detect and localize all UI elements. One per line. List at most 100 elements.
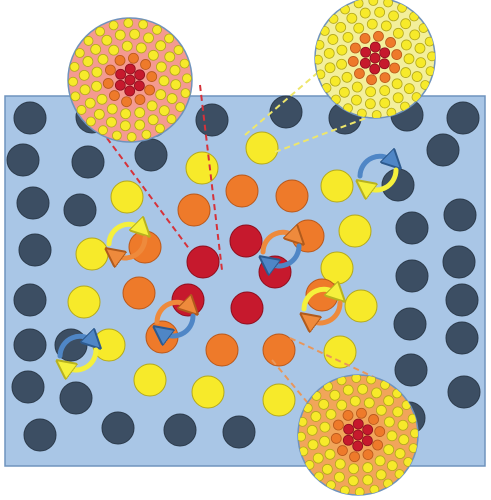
yellow-particle (400, 39, 412, 51)
orange-particle (372, 439, 383, 451)
dark-particle (63, 193, 97, 227)
yellow-particle (344, 289, 378, 323)
orange-particle (337, 445, 348, 456)
yellow-particle (110, 180, 144, 214)
rotation-arrow-pair (263, 232, 299, 266)
yellow-particle (152, 24, 162, 35)
orange-particle (379, 72, 391, 84)
inset-leader-line (289, 337, 381, 381)
yellow-particle (69, 61, 80, 72)
yellow-particle (392, 27, 404, 39)
yellow-particle (84, 97, 96, 109)
yellow-particle (383, 416, 395, 428)
yellow-particle (368, 0, 379, 6)
yellow-particle (120, 108, 132, 120)
yellow-particle (418, 23, 429, 33)
dark-particle (442, 245, 476, 279)
yellow-particle (386, 430, 398, 442)
yellow-particle (319, 435, 330, 447)
orange-particle (146, 71, 158, 82)
yellow-particle (312, 452, 324, 464)
orange-particle (350, 42, 361, 54)
yellow-particle (409, 11, 419, 22)
yellow-particle (146, 100, 158, 112)
yellow-particle (314, 471, 324, 482)
yellow-particle (155, 89, 167, 100)
yellow-particle (364, 98, 376, 110)
yellow-particle (155, 61, 167, 73)
yellow-particle (318, 398, 330, 410)
red-particle (134, 69, 146, 81)
inset-red-core (67, 17, 193, 143)
yellow-particle (383, 478, 393, 489)
yellow-particle (400, 18, 412, 30)
yellow-particle (341, 71, 353, 83)
yellow-particle (371, 387, 382, 399)
yellow-particle (415, 57, 427, 69)
rotation-arrow (57, 336, 94, 359)
yellow-particle (74, 48, 85, 58)
yellow-particle (106, 116, 117, 128)
yellow-particle (83, 36, 94, 46)
yellow-particle (310, 411, 322, 422)
dark-particle (394, 353, 428, 387)
rotation-arrow (154, 302, 191, 325)
rotation-arrow (364, 167, 399, 190)
dark-particle (163, 413, 197, 447)
red-particle (359, 57, 371, 69)
yellow-particle (348, 463, 360, 475)
red-particle (258, 255, 292, 289)
rotation-arrow-pair (60, 336, 96, 370)
dark-particle (71, 145, 105, 179)
yellow-particle (108, 44, 120, 56)
yellow-particle (141, 129, 152, 140)
orange-particle (128, 52, 139, 64)
yellow-particle (158, 75, 170, 87)
orange-particle (262, 333, 296, 367)
red-particle (343, 423, 355, 435)
yellow-particle (386, 460, 398, 472)
yellow-particle (147, 114, 159, 126)
dark-particle (101, 411, 135, 445)
inset-yellow-ring (314, 0, 436, 119)
yellow-particle (323, 47, 335, 59)
yellow-particle (92, 328, 126, 362)
yellow-particle (175, 102, 186, 112)
yellow-particle (351, 375, 362, 383)
dark-particle (59, 381, 93, 415)
yellow-particle (351, 81, 363, 93)
red-particle (124, 74, 136, 86)
yellow-particle (114, 29, 126, 41)
yellow-particle (329, 75, 341, 87)
yellow-particle (134, 107, 146, 118)
red-particle (352, 418, 364, 430)
orange-particle (385, 37, 396, 48)
dark-particle (269, 95, 303, 129)
yellow-particle (147, 49, 159, 61)
yellow-particle (325, 408, 337, 420)
yellow-particle (101, 34, 113, 46)
red-particle (115, 68, 127, 80)
red-particle (133, 80, 145, 92)
yellow-particle (383, 0, 394, 8)
yellow-particle (173, 45, 184, 55)
orange-particle (389, 62, 400, 74)
yellow-particle (129, 28, 141, 40)
inset-particles (68, 18, 192, 142)
yellow-particle (138, 19, 149, 30)
yellow-particle (329, 389, 341, 401)
yellow-particle (98, 125, 108, 136)
dark-particle (446, 101, 480, 135)
yellow-particle (346, 12, 358, 24)
yellow-particle (304, 460, 315, 470)
yellow-particle (307, 439, 319, 451)
inset-particles (298, 375, 418, 495)
yellow-particle (334, 471, 345, 483)
yellow-particle (91, 66, 103, 78)
orange-particle (275, 179, 309, 213)
yellow-particle (336, 44, 348, 56)
yellow-particle (324, 448, 336, 460)
dark-particle (13, 283, 47, 317)
rotation-arrow (113, 235, 148, 258)
